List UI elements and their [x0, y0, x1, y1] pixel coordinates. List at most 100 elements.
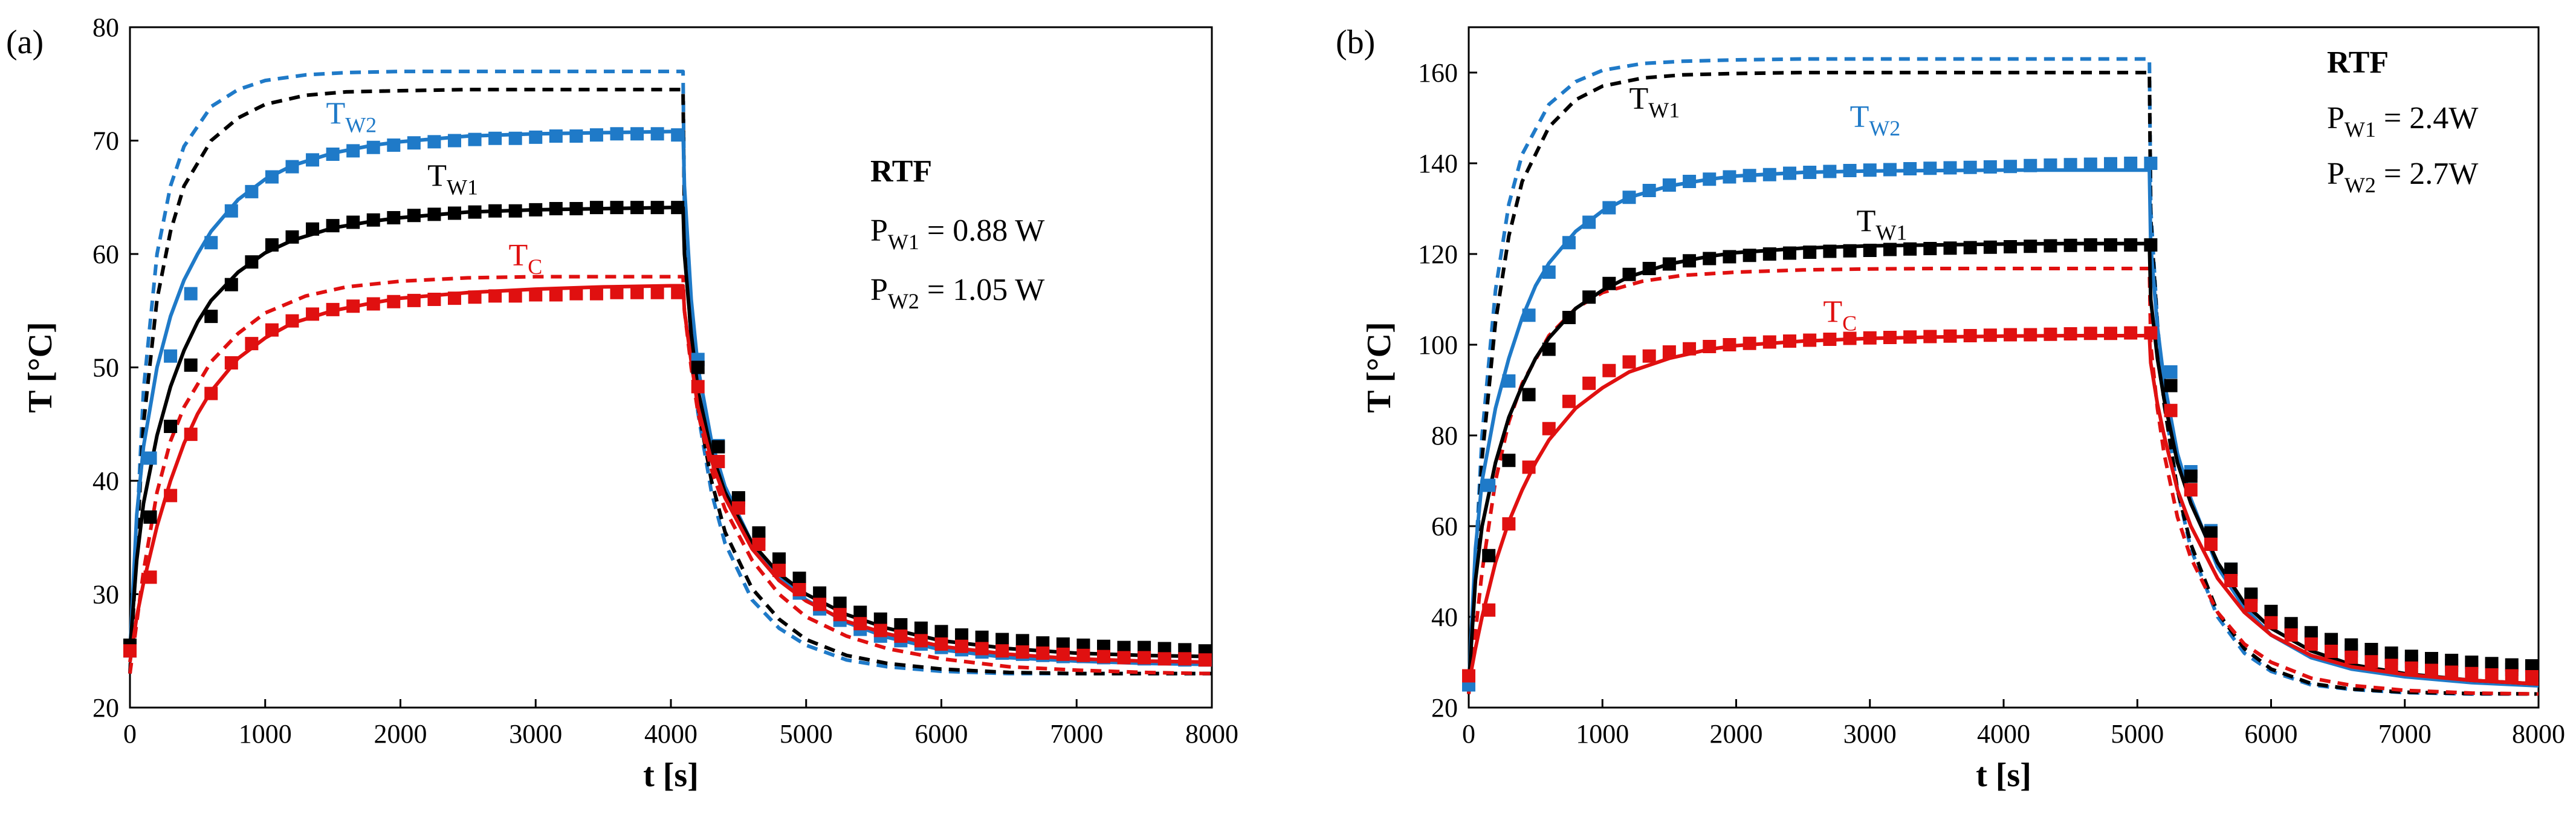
- data-point-W1: [2124, 238, 2138, 252]
- data-point-C: [2083, 327, 2097, 340]
- data-point-C: [995, 644, 1009, 658]
- data-point-C: [1903, 330, 1917, 344]
- data-point-W2: [1823, 164, 1837, 178]
- data-point-C: [427, 293, 441, 306]
- data-point-W1: [2044, 239, 2057, 253]
- data-point-C: [1198, 653, 1212, 667]
- data-point-W1: [934, 625, 948, 639]
- data-point-C: [569, 287, 583, 301]
- data-point-W1: [2485, 657, 2499, 671]
- data-point-W2: [589, 128, 603, 142]
- data-point-C: [1482, 603, 1496, 617]
- data-point-W1: [1783, 246, 1796, 260]
- data-point-C: [711, 455, 725, 469]
- data-point-W1: [2445, 654, 2459, 667]
- data-point-W1: [265, 238, 279, 252]
- data-point-C: [143, 570, 157, 584]
- data-point-C: [224, 356, 238, 370]
- data-point-C: [306, 307, 320, 321]
- data-point-W1: [1015, 634, 1029, 648]
- data-point-C: [1883, 331, 1897, 344]
- data-point-W1: [2465, 656, 2479, 669]
- data-point-W1: [1602, 276, 1616, 290]
- y-tick-label: 20: [1431, 693, 1458, 723]
- data-point-W1: [2144, 238, 2158, 252]
- data-point-W2: [1843, 164, 1857, 177]
- data-point-W1: [2425, 652, 2438, 665]
- data-point-W1: [1963, 241, 1977, 255]
- y-tick-label: 140: [1418, 149, 1458, 178]
- data-point-W2: [1703, 172, 1717, 186]
- data-point-W1: [2384, 646, 2398, 660]
- series-label-W1: TW1: [1629, 82, 1680, 122]
- data-point-C: [691, 380, 705, 394]
- x-tick-label: 5000: [2111, 719, 2164, 749]
- data-point-W1: [407, 209, 421, 223]
- data-point-W1: [2325, 633, 2338, 646]
- data-point-C: [2325, 645, 2338, 658]
- data-point-W2: [326, 148, 340, 161]
- data-point-W1: [1723, 250, 1736, 264]
- data-point-W1: [975, 630, 989, 644]
- data-point-C: [164, 489, 178, 503]
- data-point-W1: [610, 201, 624, 215]
- y-tick-label: 80: [1431, 421, 1458, 451]
- data-point-W2: [285, 160, 299, 174]
- y-tick-label: 40: [92, 466, 119, 496]
- data-point-C: [731, 501, 745, 515]
- data-point-W2: [448, 134, 461, 148]
- data-point-W1: [1542, 342, 1556, 356]
- data-point-C: [2004, 328, 2018, 342]
- data-point-C: [955, 639, 969, 653]
- data-point-W1: [1843, 244, 1857, 258]
- data-point-W1: [1943, 241, 1957, 255]
- data-point-W2: [2044, 158, 2057, 172]
- annotation-heading: RTF: [2327, 45, 2389, 80]
- data-point-C: [792, 583, 806, 596]
- data-point-C: [1803, 333, 1817, 347]
- x-tick-label: 7000: [1050, 719, 1103, 749]
- data-point-C: [2364, 655, 2378, 669]
- y-axis-label: T [°C]: [1361, 322, 1398, 412]
- data-point-C: [1582, 376, 1596, 390]
- data-point-W2: [1622, 191, 1636, 204]
- data-point-W1: [671, 201, 685, 215]
- series-line-W1-dashed: [128, 88, 1212, 676]
- data-point-C: [1943, 329, 1957, 343]
- data-point-W2: [630, 127, 644, 141]
- data-point-C: [529, 288, 543, 302]
- panel-label: (a): [6, 24, 44, 61]
- data-point-C: [387, 295, 401, 308]
- x-tick-label: 1000: [1576, 719, 1629, 749]
- y-tick-label: 50: [92, 353, 119, 383]
- data-point-C: [488, 289, 502, 303]
- series-line-C-dashed: [1467, 267, 2539, 696]
- data-point-W1: [2184, 469, 2198, 483]
- data-point-W2: [610, 127, 624, 141]
- data-point-C: [2204, 538, 2218, 551]
- data-point-C: [1723, 338, 1736, 351]
- data-point-W1: [2404, 650, 2418, 663]
- data-point-W2: [2104, 157, 2117, 171]
- data-point-W1: [366, 213, 380, 227]
- annotation-heading: RTF: [870, 154, 932, 189]
- data-point-W2: [265, 170, 279, 184]
- data-point-C: [448, 291, 461, 305]
- chart-panel-a: 0 1000 2000 3000 4000 5000 6000 7000 8000 20 30 40 5…: [6, 13, 1238, 794]
- y-tick-label: 160: [1418, 58, 1458, 88]
- data-point-W2: [1723, 170, 1736, 184]
- data-point-W1: [1036, 636, 1050, 650]
- data-point-W2: [143, 451, 157, 465]
- data-point-W1: [691, 360, 705, 374]
- data-point-W1: [1703, 252, 1717, 265]
- data-point-W1: [488, 204, 502, 218]
- series-label-C: TC: [509, 238, 543, 279]
- data-point-W1: [1683, 254, 1697, 268]
- data-point-C: [1056, 647, 1070, 661]
- x-tick-label: 2000: [374, 719, 427, 749]
- data-point-W1: [1883, 243, 1897, 256]
- data-point-W2: [1963, 160, 1977, 174]
- data-point-W1: [1076, 638, 1090, 652]
- data-point-C: [752, 538, 766, 551]
- data-point-W2: [508, 131, 522, 145]
